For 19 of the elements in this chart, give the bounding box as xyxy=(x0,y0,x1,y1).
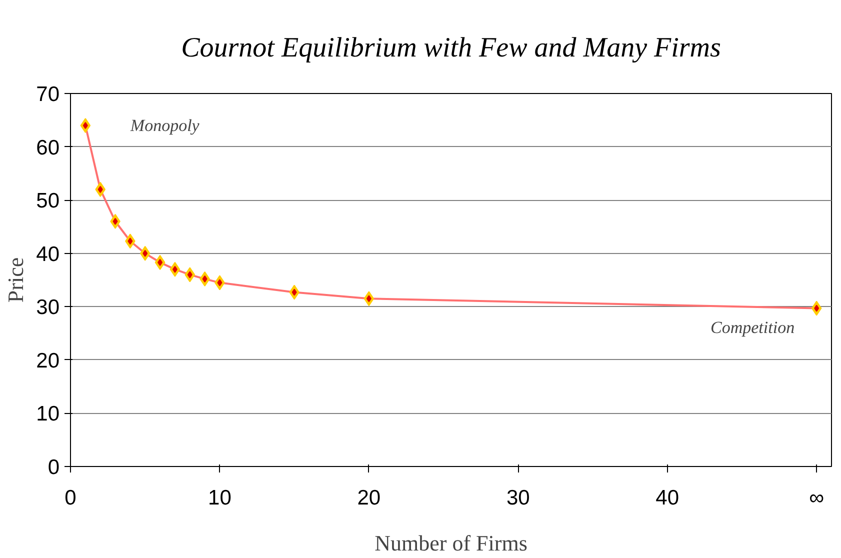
x-tick-label: ∞ xyxy=(809,486,824,510)
x-tick-label: 30 xyxy=(506,486,530,510)
x-tick-label: 20 xyxy=(357,486,381,510)
y-tick-label: 10 xyxy=(36,402,60,426)
y-tick-label: 0 xyxy=(48,456,60,479)
y-axis-title: Price xyxy=(3,257,28,303)
annotation: Competition xyxy=(710,318,795,338)
x-tick-label: 0 xyxy=(64,486,76,510)
y-tick-label: 70 xyxy=(36,83,60,106)
y-tick-label: 30 xyxy=(36,296,60,320)
y-tick-label: 20 xyxy=(36,349,60,372)
annotation: Monopoly xyxy=(129,116,200,135)
y-tick-label: 40 xyxy=(36,242,60,266)
x-tick-label: 10 xyxy=(208,486,232,510)
x-axis-title: Number of Firms xyxy=(374,530,528,556)
y-tick-label: 50 xyxy=(36,190,60,213)
chart-title: Cournot Equilibrium with Few and Many Firms xyxy=(181,32,721,64)
x-tick-label: 40 xyxy=(656,486,680,510)
y-tick-label: 60 xyxy=(36,136,60,160)
